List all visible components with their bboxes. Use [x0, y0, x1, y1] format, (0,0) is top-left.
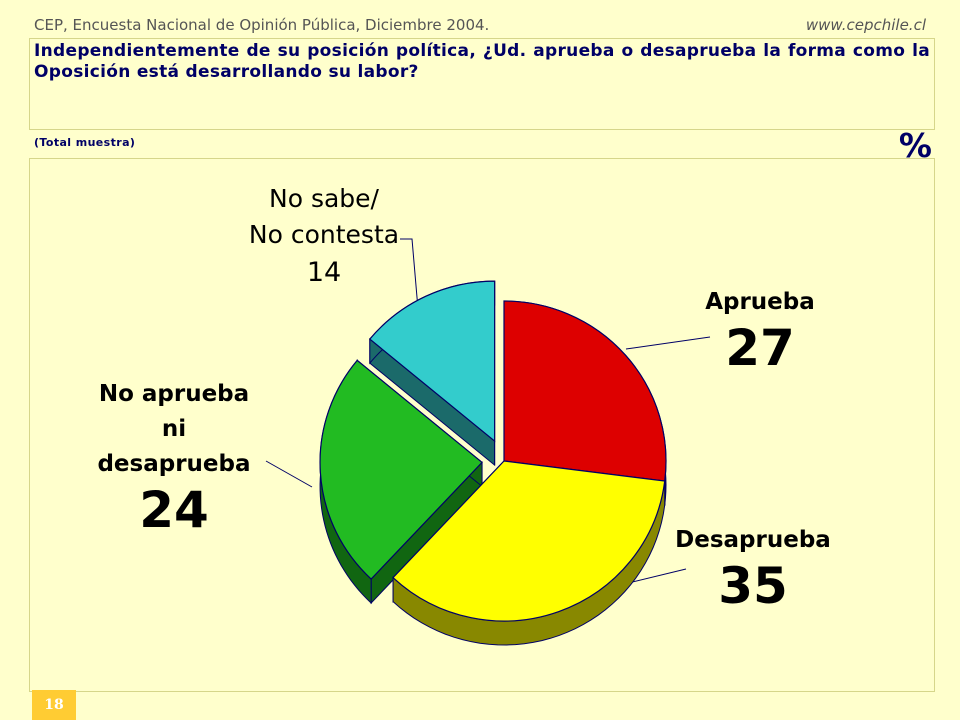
label-no-sabe: No sabe/ No contesta 14	[236, 181, 412, 293]
source-url[interactable]: www.cepchile.cl	[805, 16, 926, 34]
slice-desaprueba	[392, 459, 666, 646]
question-text: Independientemente de su posición políti…	[34, 41, 930, 82]
label-aprueba-value: 27	[725, 319, 795, 377]
label-ns-line1: No sabe/	[269, 184, 379, 213]
label-ns-line2: No contesta	[248, 220, 400, 249]
sample-note: (Total muestra)	[34, 136, 136, 149]
leader-line-2	[265, 460, 313, 488]
slice-ni-aprueba-ni-desaprueba	[319, 358, 483, 605]
page-number-badge: 18	[32, 690, 76, 720]
label-ni-value: 24	[139, 481, 209, 539]
label-desaprueba-name: Desaprueba	[675, 527, 831, 553]
label-desaprueba-value: 35	[718, 557, 788, 615]
label-ni-line1: No aprueba	[98, 381, 250, 407]
label-aprueba: Aprueba 27	[680, 285, 840, 376]
label-ns-value: 14	[306, 257, 342, 288]
pie-chart	[265, 238, 711, 646]
leader-line-0	[625, 336, 711, 350]
label-ni-line2: ni	[161, 416, 187, 442]
label-desaprueba: Desaprueba 35	[658, 523, 848, 614]
slice-no-sabe	[368, 280, 496, 467]
label-ni-aprueba-ni-desaprueba: No aprueba ni desaprueba 24	[74, 377, 274, 538]
label-ni-line3: desaprueba	[97, 451, 251, 477]
source-caption: CEP, Encuesta Nacional de Opinión Públic…	[34, 16, 490, 34]
question-box: Independientemente de su posición políti…	[29, 38, 935, 130]
chart-area: Aprueba 27 Desaprueba 35 No aprueba ni d…	[29, 158, 935, 692]
label-aprueba-name: Aprueba	[705, 289, 815, 315]
leader-line-3	[400, 238, 419, 310]
